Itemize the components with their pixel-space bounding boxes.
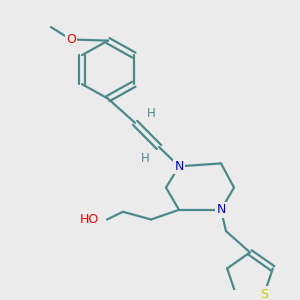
Text: O: O [66, 33, 76, 46]
Text: N: N [174, 160, 184, 173]
Text: H: H [147, 106, 155, 120]
Text: S: S [260, 288, 268, 300]
Text: HO: HO [80, 213, 99, 226]
Text: N: N [216, 203, 226, 216]
Text: H: H [141, 152, 149, 165]
